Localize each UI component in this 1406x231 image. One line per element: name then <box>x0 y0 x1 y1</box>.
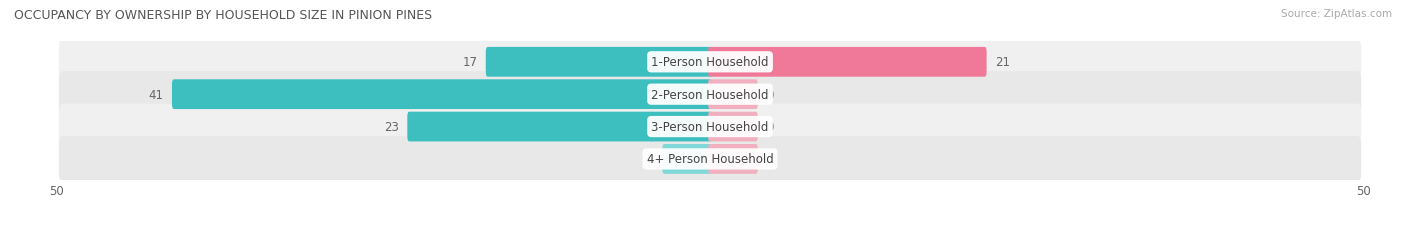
FancyBboxPatch shape <box>709 48 987 77</box>
FancyBboxPatch shape <box>709 112 758 142</box>
Text: 0: 0 <box>766 88 773 101</box>
FancyBboxPatch shape <box>486 48 711 77</box>
Text: 23: 23 <box>384 121 399 134</box>
FancyBboxPatch shape <box>172 80 711 109</box>
Text: 1-Person Household: 1-Person Household <box>651 56 769 69</box>
FancyBboxPatch shape <box>59 136 1361 182</box>
Legend: Owner-occupied, Renter-occupied: Owner-occupied, Renter-occupied <box>586 228 834 231</box>
Text: 0: 0 <box>647 153 654 166</box>
FancyBboxPatch shape <box>662 144 711 174</box>
Text: 41: 41 <box>149 88 163 101</box>
FancyBboxPatch shape <box>59 72 1361 118</box>
Text: 2-Person Household: 2-Person Household <box>651 88 769 101</box>
FancyBboxPatch shape <box>709 144 758 174</box>
FancyBboxPatch shape <box>709 80 758 109</box>
Text: 0: 0 <box>766 153 773 166</box>
FancyBboxPatch shape <box>59 40 1361 85</box>
FancyBboxPatch shape <box>59 104 1361 150</box>
Text: OCCUPANCY BY OWNERSHIP BY HOUSEHOLD SIZE IN PINION PINES: OCCUPANCY BY OWNERSHIP BY HOUSEHOLD SIZE… <box>14 9 432 22</box>
FancyBboxPatch shape <box>408 112 711 142</box>
Text: Source: ZipAtlas.com: Source: ZipAtlas.com <box>1281 9 1392 19</box>
Text: 0: 0 <box>766 121 773 134</box>
Text: 17: 17 <box>463 56 477 69</box>
Text: 4+ Person Household: 4+ Person Household <box>647 153 773 166</box>
Text: 21: 21 <box>995 56 1010 69</box>
Text: 3-Person Household: 3-Person Household <box>651 121 769 134</box>
